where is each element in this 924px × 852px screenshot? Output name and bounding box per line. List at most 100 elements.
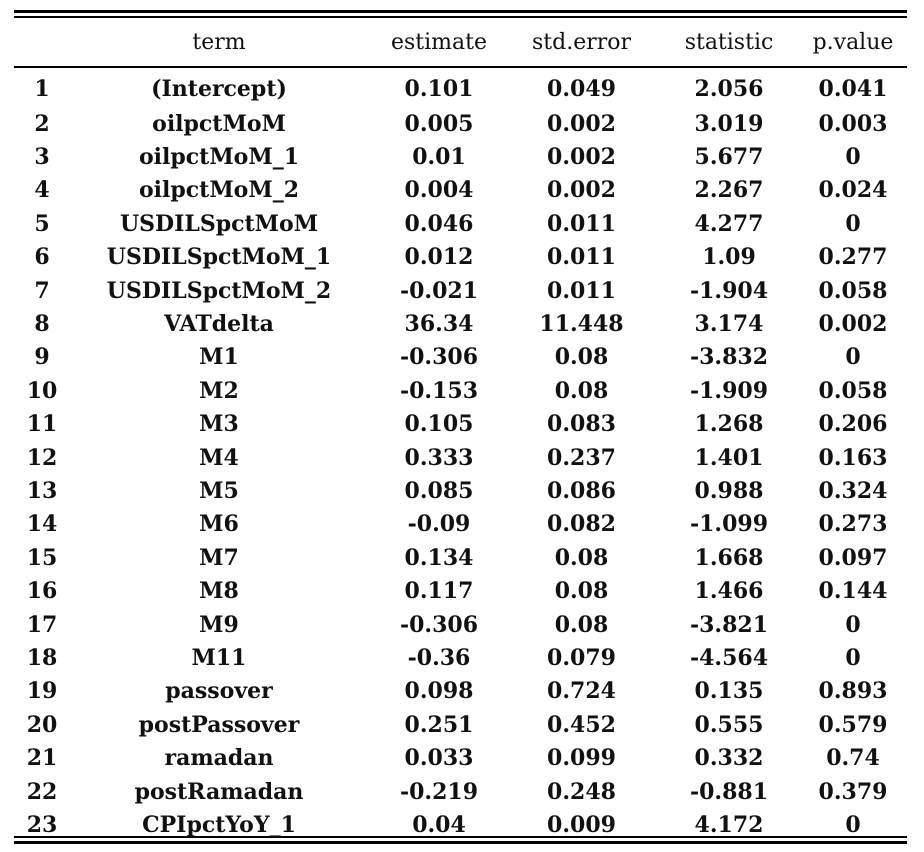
term-header: term — [192, 29, 246, 55]
row-term: M6 — [199, 511, 239, 538]
row-term: USDILSpctMoM — [119, 210, 319, 237]
table-row: 12 M4 0.333 0.237 1.401 0.163 — [14, 441, 907, 474]
row-p-value: 0.893 — [818, 678, 888, 705]
row-p-value: 0.579 — [818, 711, 888, 738]
row-term: M5 — [199, 477, 239, 504]
row-statistic: 2.267 — [694, 177, 764, 204]
row-estimate: 0.005 — [404, 110, 474, 137]
row-p-value: 0.002 — [818, 311, 888, 338]
row-p-value: 0.163 — [818, 444, 888, 471]
row-statistic: -0.881 — [689, 778, 769, 805]
row-statistic: 2.056 — [694, 75, 764, 102]
row-estimate: 36.34 — [404, 311, 474, 338]
row-p-value: 0.058 — [818, 277, 888, 304]
row-term: postPassover — [138, 711, 300, 738]
row-term: USDILSpctMoM_1 — [106, 244, 332, 271]
row-index: 10 — [26, 377, 58, 404]
table-row: 23 CPIpctYoY_1 0.04 0.009 4.172 0 — [14, 808, 907, 841]
row-term: oilpctMoM_2 — [138, 177, 299, 204]
row-term: M9 — [199, 611, 239, 638]
row-statistic: -3.832 — [689, 344, 769, 371]
table-row: 14 M6 -0.09 0.082 -1.099 0.273 — [14, 508, 907, 541]
header-row: term estimate std.error statistic p.valu… — [14, 18, 907, 66]
row-p-value: 0 — [845, 144, 861, 171]
row-std-error: 0.082 — [547, 511, 616, 538]
row-estimate: 0.098 — [404, 678, 474, 705]
top-rule-thin — [14, 16, 907, 18]
row-term: M1 — [199, 344, 239, 371]
row-statistic: 1.09 — [702, 244, 756, 271]
row-p-value: 0 — [845, 644, 861, 671]
index-header — [14, 18, 64, 66]
row-statistic: -1.909 — [689, 377, 769, 404]
table-row: 15 M7 0.134 0.08 1.668 0.097 — [14, 541, 907, 574]
table-row: 16 M8 0.117 0.08 1.466 0.144 — [14, 574, 907, 607]
row-index: 18 — [26, 644, 58, 671]
row-estimate: 0.134 — [404, 544, 474, 571]
row-std-error: 0.099 — [547, 745, 616, 772]
table-row: 18 M11 -0.36 0.079 -4.564 0 — [14, 641, 907, 674]
row-p-value: 0.379 — [818, 778, 888, 805]
row-index: 21 — [26, 745, 58, 772]
row-term: M8 — [199, 578, 239, 605]
row-std-error: 0.452 — [547, 711, 616, 738]
row-statistic: 0.135 — [694, 678, 764, 705]
row-std-error: 0.011 — [547, 244, 616, 271]
row-index: 7 — [34, 277, 50, 304]
row-p-value: 0.024 — [818, 177, 888, 204]
row-p-value: 0.041 — [818, 75, 888, 102]
row-index: 22 — [26, 778, 58, 805]
table-row: 17 M9 -0.306 0.08 -3.821 0 — [14, 608, 907, 641]
row-estimate: 0.085 — [404, 477, 474, 504]
table-row: 4 oilpctMoM_2 0.004 0.002 2.267 0.024 — [14, 174, 907, 207]
row-statistic: 3.174 — [694, 311, 764, 338]
row-std-error: 0.08 — [554, 578, 609, 605]
row-index: 20 — [26, 711, 58, 738]
row-estimate: 0.333 — [404, 444, 474, 471]
row-std-error: 0.086 — [547, 477, 616, 504]
row-p-value: 0 — [845, 611, 861, 638]
row-std-error: 0.002 — [547, 177, 616, 204]
table-row: 11 M3 0.105 0.083 1.268 0.206 — [14, 408, 907, 441]
row-estimate: 0.012 — [404, 244, 474, 271]
row-p-value: 0.206 — [818, 411, 888, 438]
row-statistic: 0.988 — [694, 477, 764, 504]
row-std-error: 0.002 — [547, 144, 616, 171]
table-row: 10 M2 -0.153 0.08 -1.909 0.058 — [14, 374, 907, 407]
table-row: 5 USDILSpctMoM 0.046 0.011 4.277 0 — [14, 207, 907, 240]
row-index: 9 — [34, 344, 50, 371]
row-std-error: 0.049 — [547, 75, 616, 102]
row-estimate: 0.046 — [404, 210, 474, 237]
row-std-error: 0.237 — [547, 444, 616, 471]
row-index: 14 — [26, 511, 58, 538]
row-term: M3 — [199, 411, 239, 438]
table-row: 22 postRamadan -0.219 0.248 -0.881 0.379 — [14, 775, 907, 808]
row-index: 6 — [34, 244, 50, 271]
row-statistic: -3.821 — [689, 611, 769, 638]
row-estimate: 0.004 — [404, 177, 474, 204]
row-term: USDILSpctMoM_2 — [106, 277, 332, 304]
table-row: 3 oilpctMoM_1 0.01 0.002 5.677 0 — [14, 140, 907, 173]
table-row: 13 M5 0.085 0.086 0.988 0.324 — [14, 474, 907, 507]
row-estimate: -0.219 — [399, 778, 479, 805]
row-index: 5 — [34, 210, 50, 237]
row-index: 3 — [34, 144, 50, 171]
row-std-error: 0.079 — [547, 644, 616, 671]
row-std-error: 0.08 — [554, 377, 609, 404]
row-term: M7 — [199, 544, 239, 571]
top-rule-thick — [14, 10, 907, 13]
header-rule — [14, 66, 907, 68]
row-estimate: 0.04 — [412, 811, 466, 838]
estimate-header: estimate — [390, 29, 488, 55]
bottom-rule-thin — [14, 836, 907, 838]
row-estimate: 0.101 — [404, 75, 474, 102]
row-statistic: 1.401 — [694, 444, 764, 471]
row-std-error: 0.009 — [547, 811, 616, 838]
row-index: 15 — [26, 544, 58, 571]
statistic-header: statistic — [684, 29, 774, 55]
row-estimate: 0.033 — [404, 745, 474, 772]
table-row: 1 (Intercept) 0.101 0.049 2.056 0.041 — [14, 66, 907, 107]
table-row: 7 USDILSpctMoM_2 -0.021 0.011 -1.904 0.058 — [14, 274, 907, 307]
row-statistic: 1.466 — [694, 578, 764, 605]
row-statistic: 0.555 — [694, 711, 764, 738]
